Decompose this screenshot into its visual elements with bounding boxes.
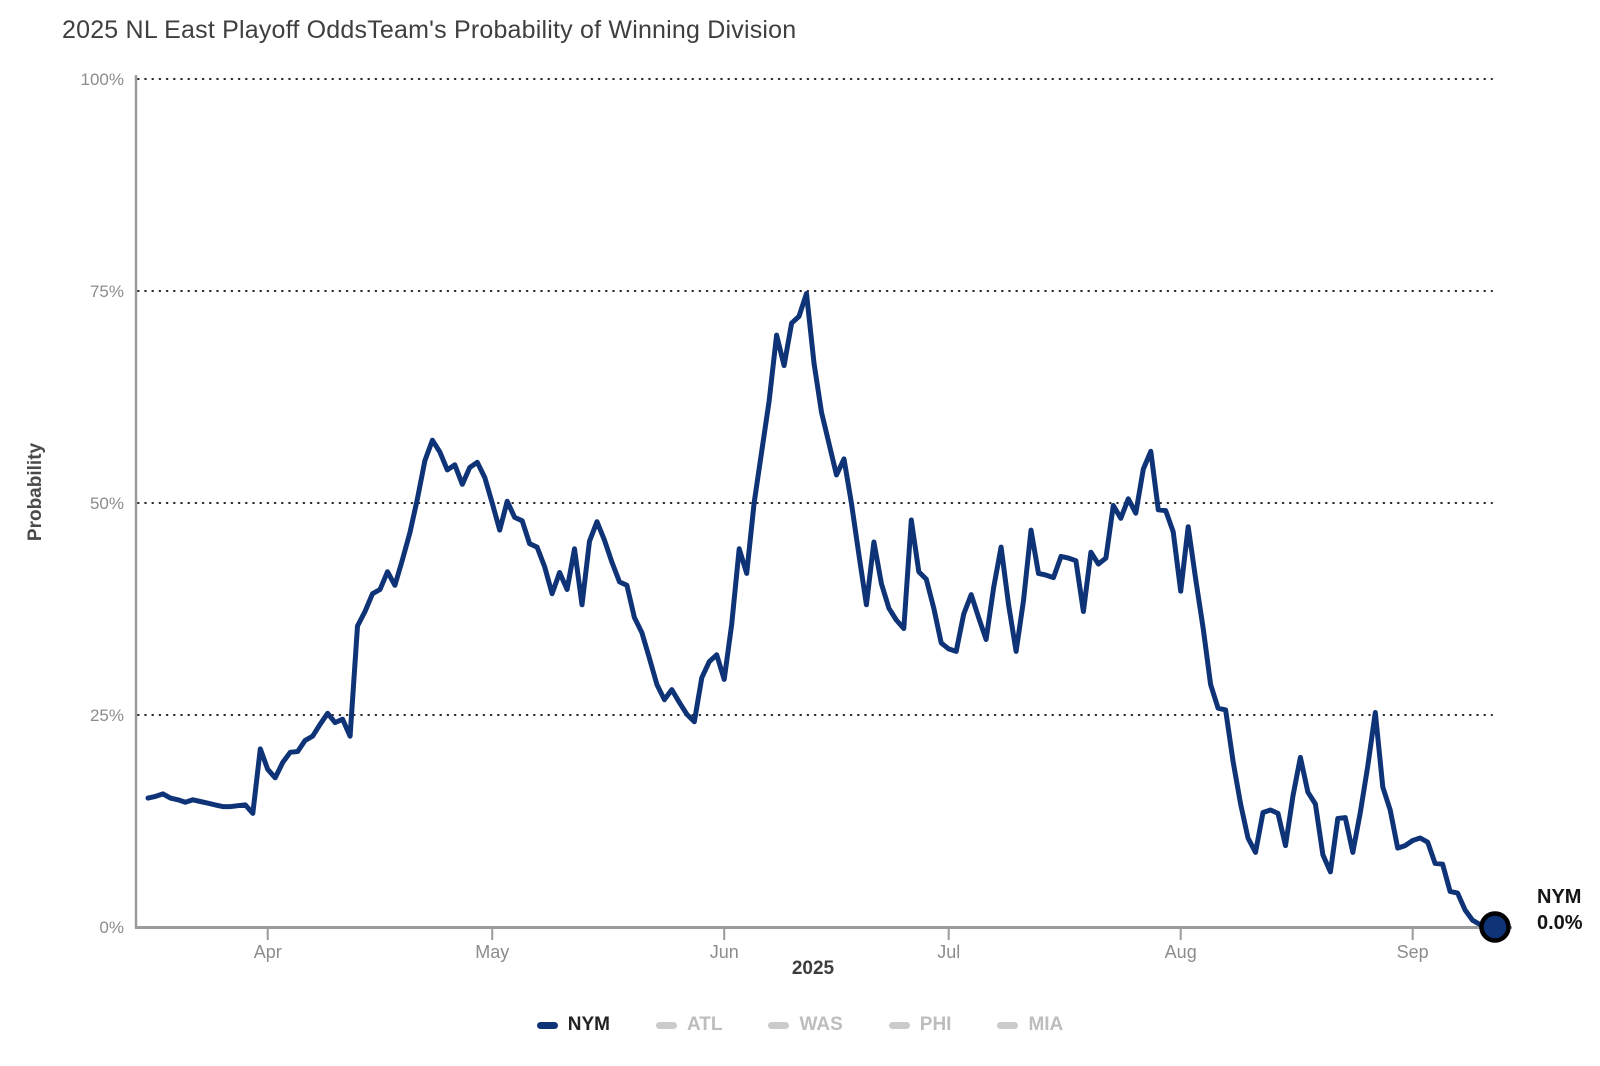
y-tick-label-100%: 100% xyxy=(81,70,124,89)
x-tick-label-Apr: Apr xyxy=(254,942,282,962)
y-tick-label-75%: 75% xyxy=(90,282,124,301)
y-tick-label-50%: 50% xyxy=(90,494,124,513)
legend-label: ATL xyxy=(686,1014,723,1035)
legend-item-phi[interactable]: PHI xyxy=(888,1014,952,1036)
legend-label: WAS xyxy=(799,1014,843,1035)
legend-swatch-mia xyxy=(997,1021,1019,1029)
legend-item-mia[interactable]: MIA xyxy=(997,1014,1063,1036)
y-tick-label-0%: 0% xyxy=(99,918,124,937)
chart-header: 2025 NL East Playoff OddsTeam's Probabil… xyxy=(62,16,796,45)
nym-odds-line xyxy=(145,291,1498,930)
legend-label: NYM xyxy=(567,1014,610,1035)
x-tick-label-Aug: Aug xyxy=(1165,942,1197,962)
x-tick-label-Jul: Jul xyxy=(937,942,960,962)
legend-item-atl[interactable]: ATL xyxy=(655,1014,723,1036)
legend-swatch-phi xyxy=(888,1021,910,1029)
legend-swatch-was xyxy=(768,1021,790,1029)
end-label-value: 0.0% xyxy=(1537,912,1583,934)
chart-subtitle: Team's Probability of Winning Division xyxy=(367,16,797,44)
series-end-label: NYM 0.0% xyxy=(1537,884,1583,936)
nym-endpoint-dot xyxy=(1479,911,1511,943)
x-tick-label-May: May xyxy=(475,942,509,962)
x-axis-label: 2025 xyxy=(791,958,835,979)
legend-swatch-nym xyxy=(536,1021,558,1029)
x-tick-label-Jun: Jun xyxy=(710,942,739,962)
plot-area: 0% 25% 50% 75% 100% Apr May Jun Jul Aug Sep xyxy=(81,70,1512,962)
legend-label: PHI xyxy=(919,1014,952,1035)
chart-title: 2025 NL East Playoff Odds xyxy=(62,16,368,44)
legend-item-was[interactable]: WAS xyxy=(768,1014,843,1036)
legend-swatch-atl xyxy=(655,1021,677,1029)
legend-item-nym[interactable]: NYM xyxy=(536,1014,610,1036)
x-tick-label-Sep: Sep xyxy=(1397,942,1429,962)
y-tick-label-25%: 25% xyxy=(90,706,124,725)
legend-label: MIA xyxy=(1028,1014,1064,1035)
end-label-team: NYM xyxy=(1537,886,1582,908)
legend: NYM ATL WAS PHI MIA xyxy=(0,1014,1600,1036)
